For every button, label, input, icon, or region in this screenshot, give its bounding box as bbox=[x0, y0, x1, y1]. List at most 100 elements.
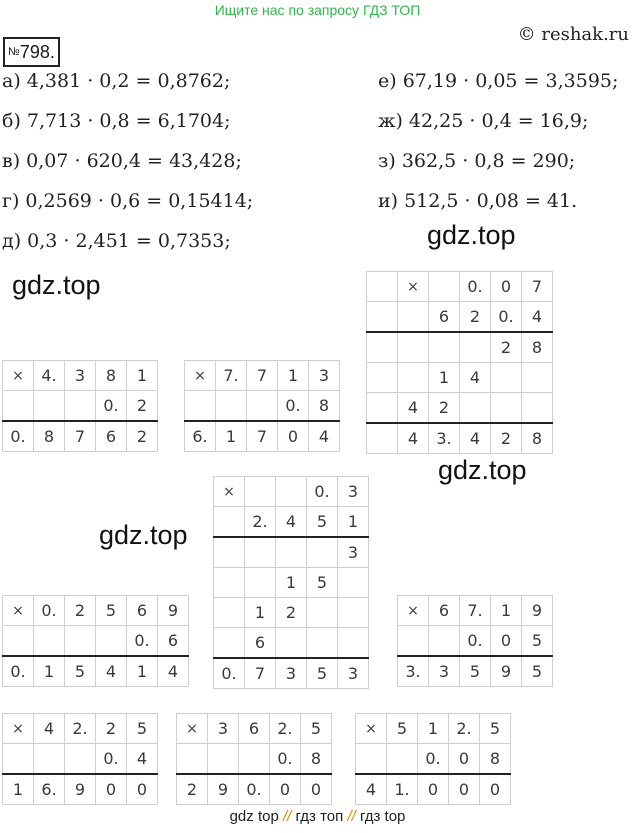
grid-cell: 4 bbox=[355, 773, 387, 805]
grid-cell: 0 bbox=[269, 773, 301, 805]
grid-cell bbox=[366, 271, 398, 302]
grid-cell: 9 bbox=[157, 595, 189, 626]
grid-cell: 4 bbox=[397, 422, 429, 454]
grid-row: 0. 2 bbox=[2, 390, 158, 422]
multiplication-grid-v: × 0. 0 7 6 2 0. 4 2 8 1 4 4 2 4 3. 4 2 8 bbox=[366, 271, 553, 454]
multiply-sign: × bbox=[213, 476, 245, 507]
grid-cell: 8 bbox=[33, 420, 65, 452]
grid-cell: 0. bbox=[238, 773, 270, 805]
grid-row: × 7. 7 1 3 bbox=[184, 360, 340, 391]
multiply-sign: × bbox=[397, 595, 429, 626]
multiply-sign: × bbox=[397, 271, 429, 302]
grid-cell bbox=[397, 331, 429, 363]
equation-d: д) 0,3 · 2,451 = 0,7353; bbox=[2, 230, 231, 252]
grid-row: × 0. 3 bbox=[213, 476, 369, 507]
grid-cell: 0. bbox=[459, 625, 491, 657]
grid-cell bbox=[490, 392, 522, 424]
grid-cell: 1 bbox=[244, 597, 276, 628]
grid-cell: 0 bbox=[417, 773, 449, 805]
grid-cell: 3 bbox=[337, 657, 369, 689]
grid-cell bbox=[213, 567, 245, 598]
grid-cell bbox=[397, 625, 429, 657]
grid-cell: 1 bbox=[428, 362, 460, 393]
grid-cell: 9 bbox=[490, 655, 522, 687]
grid-cell: 1 bbox=[417, 713, 449, 744]
grid-cell: 4 bbox=[397, 392, 429, 424]
grid-cell: 0. bbox=[269, 743, 301, 775]
grid-row: 3. 3 5 9 5 bbox=[397, 655, 553, 687]
grid-cell bbox=[238, 743, 270, 775]
grid-cell: 8 bbox=[95, 360, 127, 391]
grid-cell: 0. bbox=[33, 595, 65, 626]
grid-cell bbox=[337, 567, 369, 598]
grid-cell: 3 bbox=[428, 655, 460, 687]
grid-row: 0. 0 8 bbox=[355, 743, 511, 775]
grid-row: × 4 2. 2 5 bbox=[2, 713, 158, 744]
grid-cell: 7. bbox=[459, 595, 491, 626]
grid-cell: 4. bbox=[33, 360, 65, 391]
multiplication-grid-d: × 0. 3 2. 4 5 1 3 1 5 1 2 6 0. 7 3 5 3 bbox=[213, 476, 369, 689]
equation-z: з) 362,5 · 0,8 = 290; bbox=[378, 150, 576, 172]
grid-cell: 6 bbox=[126, 595, 158, 626]
grid-cell: 1 bbox=[490, 595, 522, 626]
grid-cell: 1. bbox=[386, 773, 418, 805]
grid-cell bbox=[213, 536, 245, 568]
multiplication-grid-b: × 7. 7 1 3 0. 8 6. 1 7 0 4 bbox=[184, 360, 340, 452]
multiply-sign: × bbox=[184, 360, 216, 391]
grid-cell bbox=[521, 392, 553, 424]
grid-cell: 0. bbox=[277, 390, 309, 422]
grid-cell bbox=[215, 390, 247, 422]
grid-cell: 9 bbox=[64, 773, 96, 805]
grid-cell: 0 bbox=[126, 773, 158, 805]
grid-cell bbox=[184, 390, 216, 422]
grid-row: × 4. 3 8 1 bbox=[2, 360, 158, 391]
grid-cell: 6 bbox=[428, 301, 460, 333]
grid-cell: 0 bbox=[277, 420, 309, 452]
grid-cell bbox=[64, 390, 96, 422]
grid-cell bbox=[397, 301, 429, 333]
footer-link-gdz-top[interactable]: gdz top bbox=[229, 808, 279, 825]
grid-cell: 5 bbox=[521, 625, 553, 657]
grid-cell: 2. bbox=[64, 713, 96, 744]
grid-row: × 0. 2 5 6 9 bbox=[2, 595, 189, 626]
grid-cell: 3 bbox=[64, 360, 96, 391]
grid-cell: 6 bbox=[244, 627, 276, 659]
grid-cell: 4 bbox=[126, 743, 158, 775]
grid-cell bbox=[244, 536, 276, 568]
grid-cell: 0. bbox=[95, 390, 127, 422]
grid-cell: 0 bbox=[95, 773, 127, 805]
grid-cell bbox=[244, 567, 276, 598]
grid-row: 0. 4 bbox=[2, 743, 158, 775]
multiply-sign: × bbox=[2, 713, 34, 744]
multiplication-grid-i: × 5 1 2. 5 0. 0 8 4 1. 0 0 0 bbox=[355, 713, 511, 805]
grid-cell: 2 bbox=[490, 331, 522, 363]
grid-cell bbox=[275, 476, 307, 507]
grid-cell: 0. bbox=[2, 655, 34, 687]
multiplication-grid-g: × 0. 2 5 6 9 0. 6 0. 1 5 4 1 4 bbox=[2, 595, 189, 687]
grid-cell bbox=[306, 536, 338, 568]
grid-cell bbox=[521, 362, 553, 393]
grid-cell bbox=[428, 625, 460, 657]
watermark: gdz.top bbox=[438, 455, 527, 485]
multiply-sign: × bbox=[2, 595, 34, 626]
grid-cell: 2 bbox=[176, 773, 208, 805]
grid-cell: 2 bbox=[490, 422, 522, 454]
grid-cell: 4 bbox=[521, 301, 553, 333]
grid-cell: 8 bbox=[521, 331, 553, 363]
multiplication-grid-zh: × 4 2. 2 5 0. 4 1 6. 9 0 0 bbox=[2, 713, 158, 805]
grid-cell: 7 bbox=[246, 360, 278, 391]
footer-link-gdz-top-mixed[interactable]: гдз top bbox=[359, 808, 406, 825]
grid-cell: 2 bbox=[126, 420, 158, 452]
footer-link-gdz-top-ru[interactable]: гдз топ bbox=[295, 808, 344, 825]
grid-cell: 7 bbox=[244, 657, 276, 689]
site-credit: © reshak.ru bbox=[517, 24, 629, 45]
grid-cell: 3 bbox=[308, 360, 340, 391]
grid-cell: 5 bbox=[300, 713, 332, 744]
grid-cell: 0. bbox=[126, 625, 158, 657]
grid-cell bbox=[366, 331, 398, 363]
search-banner[interactable]: Ищите нас по запросу ГДЗ ТОП bbox=[214, 2, 421, 18]
grid-cell: 4 bbox=[459, 362, 491, 393]
grid-cell: 1 bbox=[215, 420, 247, 452]
grid-cell: 4 bbox=[459, 422, 491, 454]
